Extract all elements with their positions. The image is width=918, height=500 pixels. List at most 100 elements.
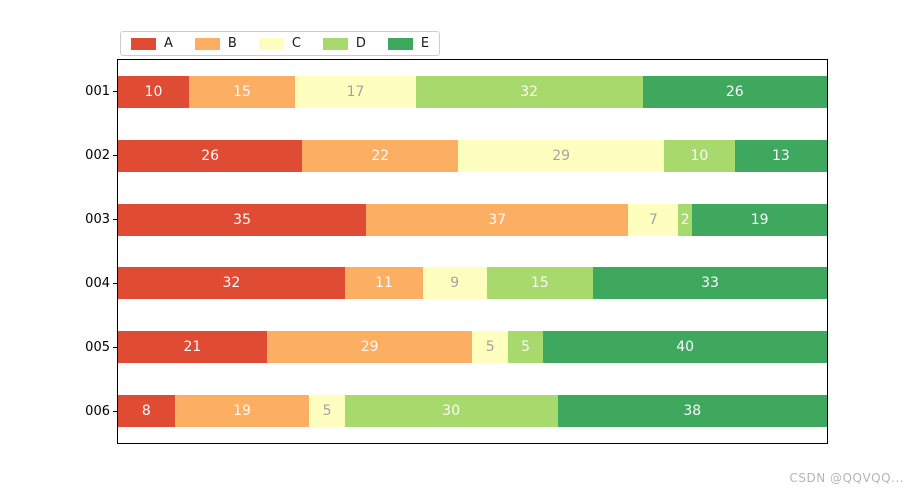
legend-item-B: B (194, 36, 237, 51)
y-tick-mark (113, 90, 117, 92)
bar-segment-C: 5 (309, 395, 345, 428)
bar-row-003: 35 37 7 2 19 (118, 188, 827, 252)
bar-segment-B: 29 (266, 331, 473, 364)
y-tick-mark (113, 347, 117, 349)
bar-value-label: 8 (141, 403, 151, 420)
bar-value-label: 32 (222, 275, 241, 292)
bar-row-005: 21 29 5 5 40 (118, 315, 827, 379)
bar-value-label: 19 (750, 211, 769, 228)
bar-value-label: 5 (322, 403, 332, 420)
bar-segment-A: 10 (118, 75, 189, 108)
y-tick-mark (113, 411, 117, 413)
stacked-bar: 35 37 7 2 19 (118, 203, 827, 236)
bar-value-label: 21 (183, 339, 202, 356)
bar-segment-D: 2 (678, 203, 693, 236)
bar-segment-B: 22 (302, 139, 459, 172)
bar-value-label: 29 (360, 339, 379, 356)
bar-segment-B: 37 (366, 203, 629, 236)
legend-label: C (291, 36, 301, 51)
bar-value-label: 13 (771, 147, 790, 164)
bar-value-label: 26 (725, 83, 744, 100)
bar-value-label: 10 (144, 83, 163, 100)
bar-value-label: 10 (690, 147, 709, 164)
bar-segment-A: 8 (118, 395, 175, 428)
bar-segment-D: 10 (663, 139, 735, 172)
bar-value-label: 22 (371, 147, 390, 164)
bar-value-label: 29 (552, 147, 571, 164)
bar-value-label: 11 (374, 275, 393, 292)
legend: A B C D E (120, 31, 441, 56)
bar-segment-C: 7 (628, 203, 679, 236)
y-label-row: 001 (0, 59, 117, 123)
bar-segment-E: 26 (642, 75, 827, 108)
bar-segment-B: 19 (174, 395, 310, 428)
y-tick-label: 003 (85, 211, 110, 227)
stacked-bar: 26 22 29 10 13 (118, 139, 827, 172)
legend-item-A: A (131, 37, 173, 50)
legend-swatch-icon (194, 37, 220, 50)
y-label-row: 003 (0, 187, 117, 251)
bar-segment-E: 13 (734, 139, 827, 172)
bar-value-label: 5 (485, 339, 495, 356)
bar-segment-C: 29 (458, 139, 664, 172)
bar-value-label: 5 (521, 339, 531, 356)
bar-value-label: 9 (450, 275, 460, 292)
bar-value-label: 17 (346, 83, 365, 100)
bar-segment-D: 30 (344, 395, 558, 428)
legend-label: E (420, 36, 430, 51)
y-label-row: 006 (0, 380, 117, 444)
bar-segment-C: 5 (472, 331, 508, 364)
bar-row-002: 26 22 29 10 13 (118, 124, 827, 188)
bar-segment-A: 26 (118, 139, 303, 172)
y-tick-mark (113, 283, 117, 285)
legend-item-D: D (322, 36, 366, 51)
legend-swatch-icon (322, 37, 348, 50)
y-tick-label: 006 (85, 404, 110, 420)
bar-value-label: 32 (520, 83, 539, 100)
bar-value-label: 33 (701, 275, 719, 292)
bar-segment-C: 17 (295, 75, 416, 108)
bar-segment-A: 21 (118, 331, 267, 364)
bar-value-label: 26 (201, 147, 220, 164)
bar-segment-B: 15 (188, 75, 296, 108)
bar-row-004: 32 11 9 15 33 (118, 251, 827, 315)
bar-value-label: 30 (442, 403, 461, 420)
bar-value-label: 2 (680, 211, 690, 228)
y-tick-mark (113, 154, 117, 156)
bar-segment-C: 9 (422, 267, 487, 300)
bar-segment-D: 5 (507, 331, 544, 364)
y-label-row: 002 (0, 123, 117, 187)
legend-label: D (355, 36, 366, 51)
legend-swatch-icon (387, 37, 413, 50)
bar-row-001: 10 15 17 32 26 (118, 60, 827, 124)
y-tick-label: 005 (85, 340, 110, 356)
legend-swatch-icon (258, 37, 284, 50)
bar-segment-A: 32 (118, 267, 345, 300)
stacked-bar: 8 19 5 30 38 (118, 395, 827, 428)
watermark: CSDN @QQVQQ... (789, 471, 904, 485)
stacked-bar: 32 11 9 15 33 (118, 267, 827, 300)
bar-segment-B: 11 (344, 267, 423, 300)
legend-label: B (227, 36, 237, 51)
legend-swatch-icon (131, 37, 156, 50)
legend-item-C: C (258, 36, 301, 51)
bar-segment-E: 40 (543, 331, 827, 364)
bar-segment-A: 35 (118, 203, 367, 236)
bar-value-label: 19 (233, 403, 251, 420)
bar-value-label: 40 (676, 339, 695, 356)
bar-value-label: 38 (683, 403, 702, 420)
y-tick-label: 004 (85, 276, 110, 292)
bar-segment-E: 38 (557, 395, 827, 428)
y-tick-label: 001 (85, 83, 110, 99)
bar-segment-E: 19 (692, 203, 827, 236)
bar-row-006: 8 19 5 30 38 (118, 379, 827, 443)
legend-item-E: E (387, 36, 430, 51)
stacked-bar: 21 29 5 5 40 (118, 331, 827, 364)
plot-area: 10 15 17 32 26 26 22 29 10 13 35 37 7 2 19 32 11 9 15 33 21 2… (117, 59, 828, 444)
bar-value-label: 15 (233, 83, 251, 100)
stacked-bar: 10 15 17 32 26 (118, 75, 827, 108)
bar-segment-E: 33 (593, 267, 827, 300)
bar-segment-D: 15 (486, 267, 593, 300)
y-label-row: 005 (0, 316, 117, 380)
